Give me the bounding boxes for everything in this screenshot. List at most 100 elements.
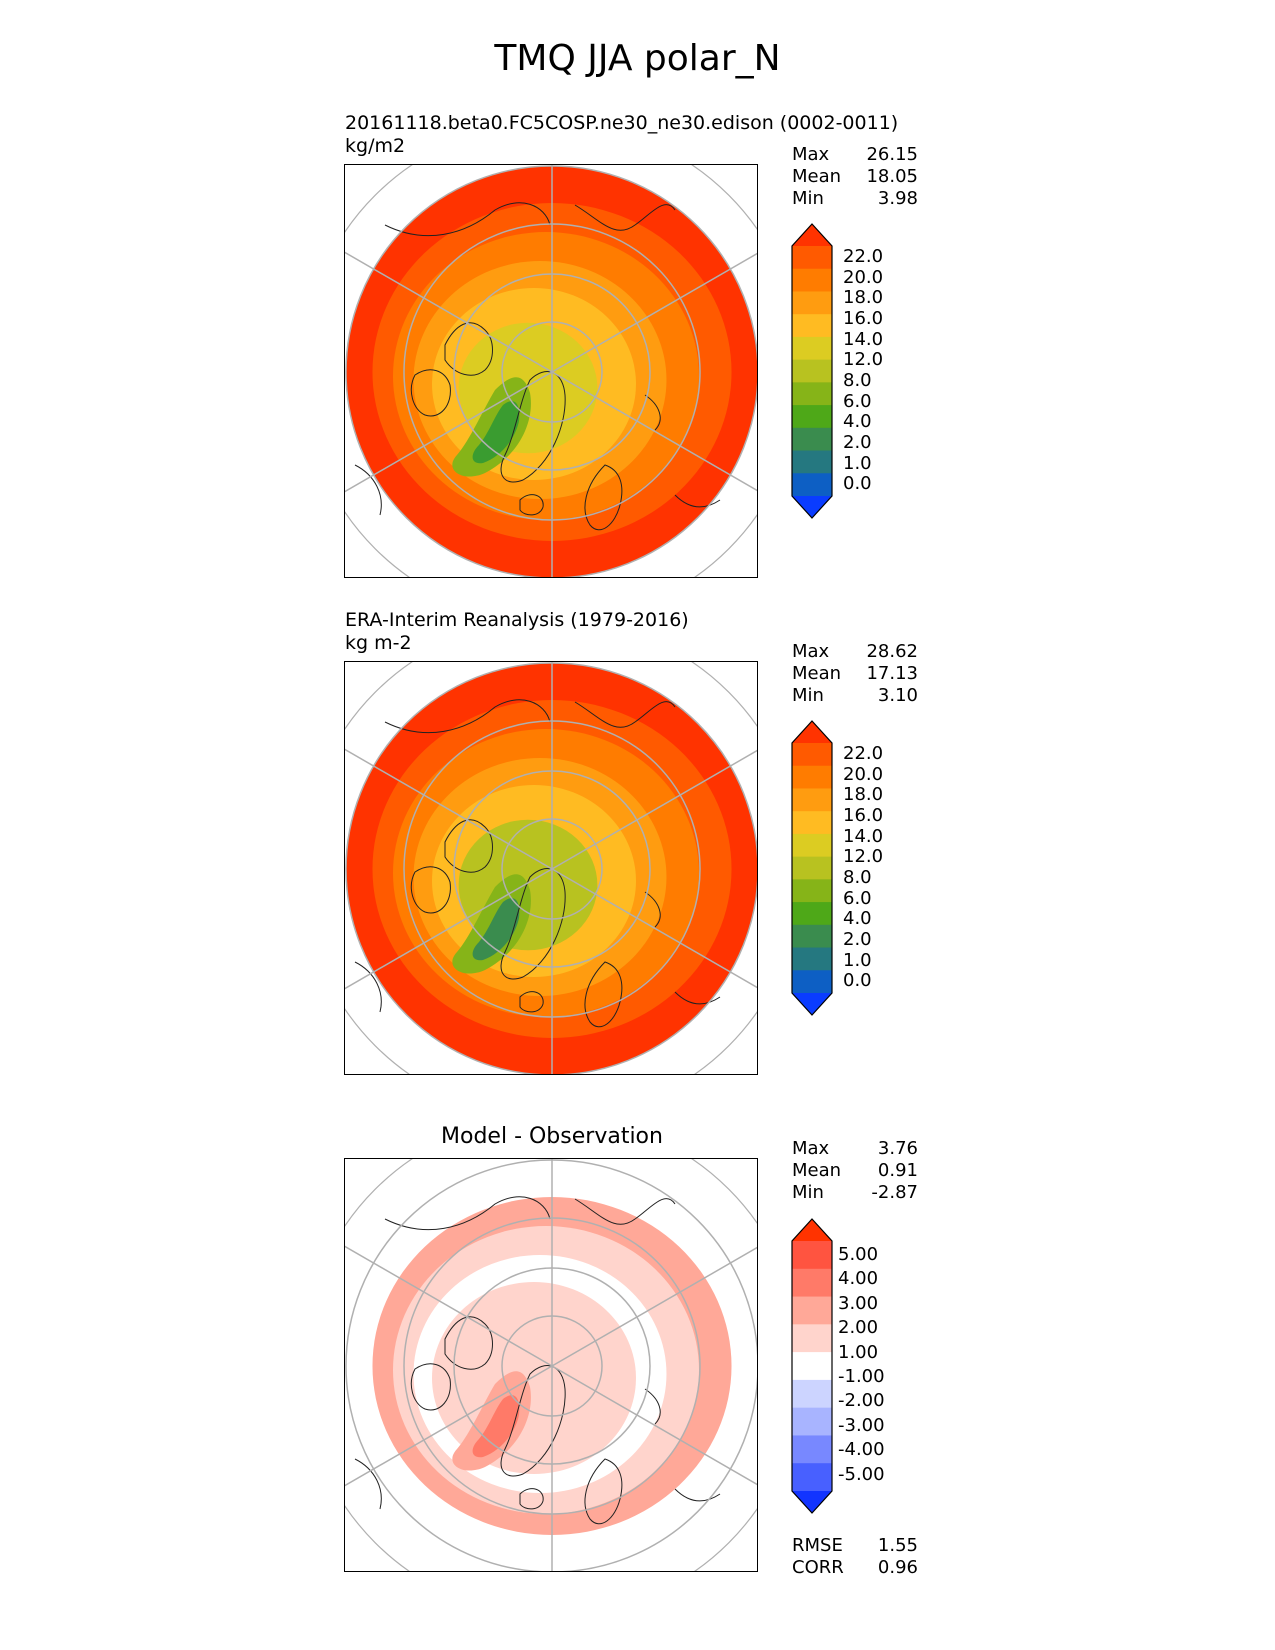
coastline (410, 369, 451, 417)
colorbar-band (792, 268, 832, 292)
model-map (344, 164, 758, 578)
colorbar-tick-label: 14.0 (843, 826, 884, 847)
coastline (354, 1458, 382, 1510)
colorbar-band (792, 811, 832, 835)
stat-value: 3.76 (877, 1138, 918, 1159)
stat-value: 3.98 (877, 188, 918, 209)
colorbar-tick-label: -1.00 (838, 1366, 885, 1387)
colorbar-band (792, 1463, 832, 1492)
diff-bottom-stats: RMSE 1.55 CORR 0.96 (792, 1535, 918, 1579)
colorbar-band (792, 743, 832, 767)
colorbar-band (792, 879, 832, 903)
meridian-line (345, 1245, 553, 1367)
stat-label: Min (792, 1182, 824, 1203)
obs-panel-title: ERA-Interim Reanalysis (1979-2016) (345, 609, 689, 631)
stat-value: 26.15 (866, 144, 918, 165)
meridian-line (345, 1365, 553, 1487)
model-units: kg/m2 (345, 135, 406, 157)
colorbar-outline (791, 1218, 833, 1514)
coastline (444, 322, 493, 376)
coastline (519, 494, 544, 516)
meridian-line (345, 251, 553, 373)
obs-colorbar (789, 719, 835, 1021)
colorbar-band (792, 856, 832, 880)
colorbar-outline (791, 223, 833, 519)
coastline (410, 1363, 451, 1411)
colorbar-tick-label: 4.0 (843, 908, 872, 929)
obs-map (344, 661, 758, 1075)
colorbar-band (792, 1352, 832, 1381)
colorbar-band (792, 1407, 832, 1436)
colorbar-tick-label: 22.0 (843, 743, 884, 764)
meridian-line (345, 748, 553, 870)
meridian-line (551, 371, 757, 492)
colorbar-band (792, 1379, 832, 1409)
colorbar-band (792, 450, 832, 474)
meridian-line (345, 371, 553, 493)
figure-title: TMQ JJA polar_N (494, 38, 781, 79)
colorbar-band (792, 833, 832, 858)
map-contour-band (472, 1395, 520, 1458)
colorbar-tick-label: 8.0 (843, 867, 872, 888)
colorbar-top-arrow (792, 1219, 832, 1241)
coastline (584, 1458, 623, 1525)
colorbar-top-arrow (792, 224, 832, 246)
coastline (410, 866, 451, 914)
stat-label: Mean (792, 663, 842, 684)
stat-label: Mean (792, 1160, 842, 1181)
colorbar-band (792, 970, 832, 994)
coastline (644, 891, 661, 928)
coastline (444, 1316, 493, 1370)
coastline (584, 464, 623, 531)
meridian-line (551, 1246, 757, 1367)
stat-label: Max (792, 144, 830, 165)
coastline (384, 202, 551, 237)
colorbar-top-arrow (792, 721, 832, 743)
stat-value: 0.91 (877, 1160, 918, 1181)
stat-value: 1.55 (877, 1535, 918, 1556)
meridian-line (551, 252, 757, 373)
map-layer (345, 1159, 757, 1571)
stat-label: CORR (792, 1557, 844, 1578)
colorbar-tick-label: 4.00 (838, 1268, 879, 1289)
stat-label: Max (792, 641, 830, 662)
colorbar-tick-label: 22.0 (843, 246, 884, 267)
colorbar-band (792, 1268, 832, 1298)
coastline (574, 701, 676, 728)
colorbar-band (792, 359, 832, 383)
colorbar-band (792, 765, 832, 789)
colorbar-bottom-arrow (792, 496, 832, 518)
colorbar-tick-label: -2.00 (838, 1390, 885, 1411)
coastline (519, 991, 544, 1013)
coastline (500, 1365, 566, 1477)
model-stats: Max 26.15 Mean 18.05 Min 3.98 (792, 144, 918, 210)
coastline (500, 868, 566, 980)
colorbar-bottom-arrow (792, 1491, 832, 1513)
stat-value: -2.87 (871, 1182, 918, 1203)
colorbar-tick-label: -5.00 (838, 1464, 885, 1485)
stat-value: 18.05 (866, 166, 918, 187)
meridian-line (345, 868, 553, 990)
colorbar-band (792, 924, 832, 949)
stat-label: RMSE (792, 1535, 843, 1556)
diff-stats: Max 3.76 Mean 0.91 Min -2.87 (792, 1138, 918, 1204)
model-colorbar (789, 222, 835, 524)
colorbar-outline (791, 720, 833, 1016)
coastline (674, 991, 721, 1005)
map-layer (345, 165, 757, 577)
colorbar-band (792, 291, 832, 315)
colorbar-tick-label: 5.00 (838, 1244, 879, 1265)
map-contour-band (472, 898, 520, 961)
colorbar-band (792, 1296, 832, 1325)
coastline (354, 961, 382, 1013)
coastline (574, 1198, 676, 1225)
obs-stats: Max 28.62 Mean 17.13 Min 3.10 (792, 641, 918, 707)
diff-colorbar (789, 1217, 835, 1519)
stat-value: 28.62 (866, 641, 918, 662)
map-layer (345, 662, 757, 1074)
obs-units: kg m-2 (345, 632, 412, 654)
coastline (384, 1196, 551, 1231)
colorbar-tick-label: 8.0 (843, 370, 872, 391)
stat-label: Min (792, 188, 824, 209)
colorbar-tick-label: 16.0 (843, 805, 884, 826)
